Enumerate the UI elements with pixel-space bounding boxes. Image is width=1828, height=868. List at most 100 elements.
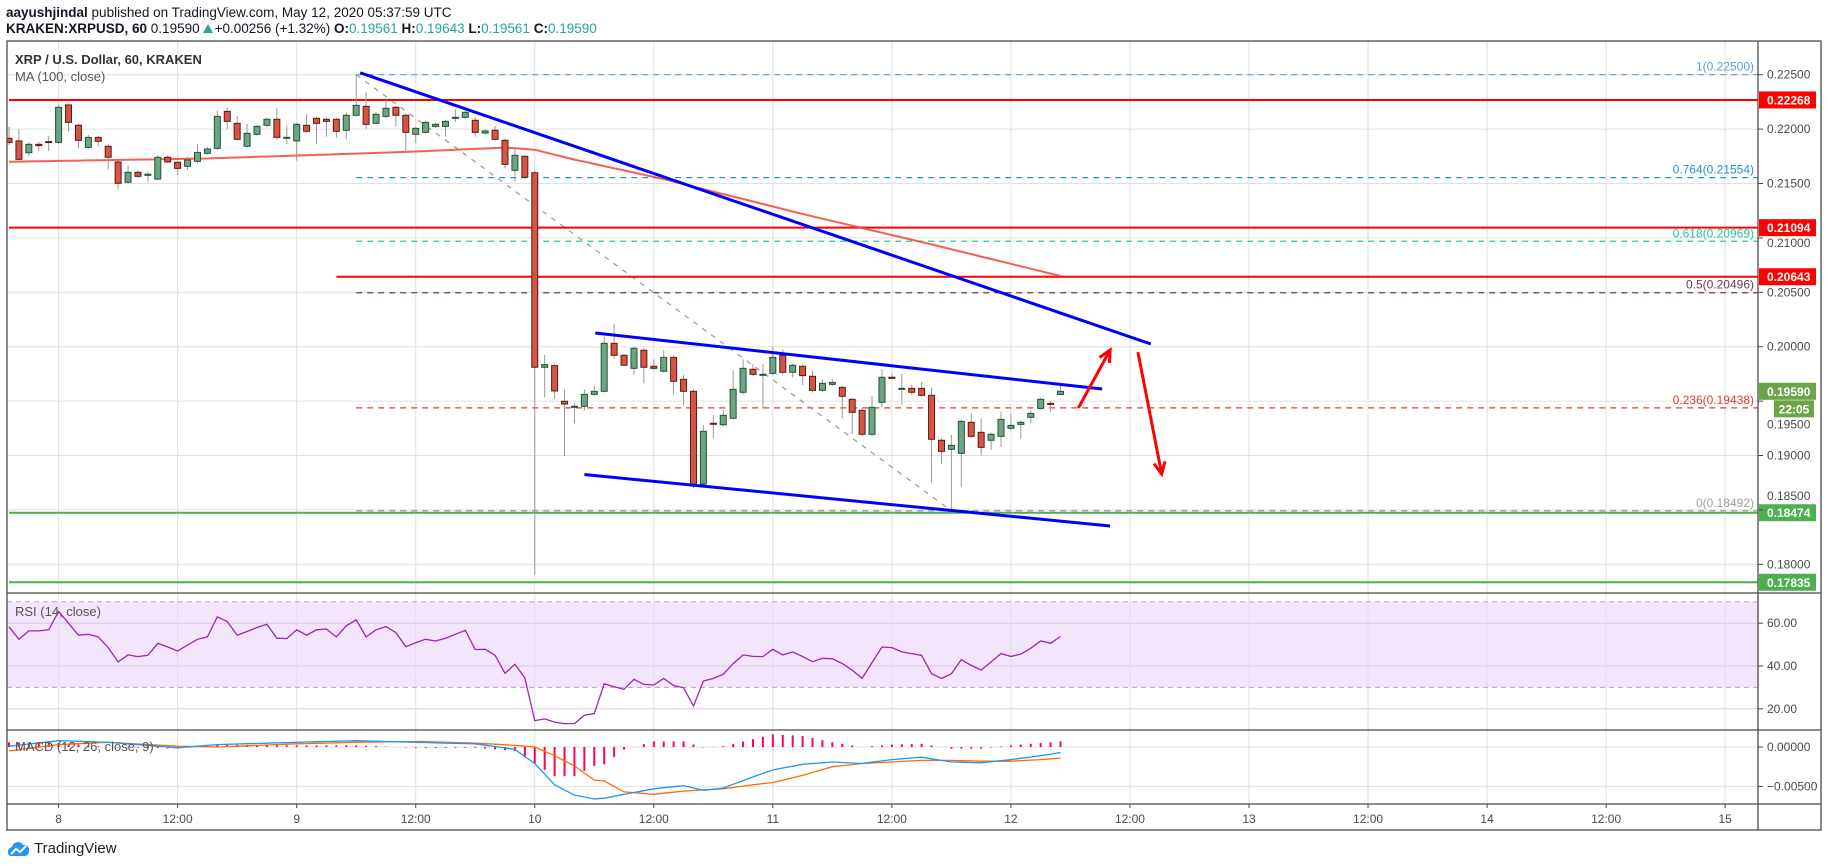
ma-legend[interactable]: MA (100, close) bbox=[15, 69, 106, 84]
major-bearish-trendline[interactable] bbox=[359, 71, 1152, 346]
candle-body bbox=[541, 364, 549, 368]
rsi-legend[interactable]: RSI (14, close) bbox=[15, 604, 101, 619]
candle bbox=[303, 113, 311, 133]
low-label: L: bbox=[468, 21, 482, 36]
candle-body bbox=[967, 421, 975, 437]
candle bbox=[918, 381, 926, 397]
candle-body bbox=[620, 354, 628, 366]
time-axis-label: 12:00 bbox=[877, 812, 907, 826]
candle-body bbox=[45, 141, 53, 144]
countdown-bg bbox=[1774, 400, 1814, 418]
downside-arrow[interactable] bbox=[1136, 351, 1167, 478]
price-axis-label: 0.22500 bbox=[1767, 68, 1811, 82]
candle-body bbox=[868, 406, 876, 435]
price-tag-bg bbox=[1759, 573, 1816, 591]
fib-retracement bbox=[355, 74, 1758, 512]
candle bbox=[818, 379, 826, 392]
symbol-label: KRAKEN:XRPUSD, 60 bbox=[6, 21, 148, 36]
candle bbox=[293, 122, 301, 161]
candle bbox=[263, 117, 271, 127]
candle-body bbox=[65, 104, 73, 123]
candle-body bbox=[481, 130, 489, 134]
candle bbox=[709, 415, 717, 439]
candle bbox=[1057, 385, 1065, 395]
candle-body bbox=[957, 420, 965, 454]
candle bbox=[1027, 410, 1035, 424]
candle bbox=[898, 374, 906, 405]
candle bbox=[551, 364, 559, 399]
price-axis-label: 0.20500 bbox=[1767, 285, 1811, 299]
candle-body bbox=[164, 156, 172, 163]
candle bbox=[531, 170, 539, 576]
countdown-text: 22:05 bbox=[1779, 402, 1810, 416]
candle bbox=[660, 349, 668, 373]
symbol-info: KRAKEN:XRPUSD, 60 0.19590 +0.00256 (+1.32… bbox=[6, 21, 597, 36]
candle bbox=[451, 109, 459, 123]
candle-body bbox=[402, 114, 410, 133]
candle-body bbox=[55, 106, 63, 143]
candles bbox=[7, 74, 1065, 576]
fib-level-label: 1(0.22500) bbox=[1696, 60, 1754, 74]
upside-arrow[interactable] bbox=[1077, 346, 1112, 409]
candle-body bbox=[313, 117, 321, 124]
close-label: C: bbox=[533, 21, 548, 36]
author-name[interactable]: aayushjindal bbox=[6, 5, 88, 20]
candle bbox=[144, 171, 152, 182]
candle-body bbox=[104, 145, 112, 158]
candle bbox=[154, 155, 162, 181]
chart-title-legend[interactable]: XRP / U.S. Dollar, 60, KRAKEN bbox=[15, 52, 202, 67]
candle bbox=[561, 389, 569, 457]
time-axis-label: 12 bbox=[1004, 812, 1018, 826]
rsi-line bbox=[8, 610, 1061, 725]
price-tag-text: 0.17835 bbox=[1767, 576, 1811, 590]
candle bbox=[570, 403, 578, 424]
candle-body bbox=[610, 342, 618, 356]
candle-body bbox=[828, 381, 836, 385]
candle-body bbox=[213, 115, 221, 149]
tradingview-logo[interactable]: TradingView bbox=[8, 840, 117, 857]
fib-level-label: 0(0.18492) bbox=[1696, 496, 1754, 510]
candle-body bbox=[1017, 421, 1025, 425]
price-axis-label: 0.19500 bbox=[1767, 417, 1811, 431]
macd-axis-label: −0.00500 bbox=[1767, 779, 1818, 793]
high-value: 0.19643 bbox=[415, 21, 465, 36]
candle bbox=[193, 144, 201, 163]
candle bbox=[104, 144, 112, 170]
candle bbox=[382, 99, 390, 119]
candle-body bbox=[809, 375, 817, 391]
candle bbox=[25, 142, 33, 156]
candle-body bbox=[322, 118, 330, 122]
candle-body bbox=[382, 107, 390, 117]
channel-lower-trendline[interactable] bbox=[584, 473, 1111, 528]
price-axis-label: 0.22000 bbox=[1767, 122, 1811, 136]
candle bbox=[888, 373, 896, 380]
fib-diagonal-line bbox=[355, 74, 952, 512]
candle bbox=[461, 110, 469, 119]
macd-legend[interactable]: MACD (12, 26, close, 9) bbox=[15, 739, 154, 754]
candle-body bbox=[1047, 402, 1055, 405]
candle bbox=[1017, 420, 1025, 439]
price-axis-label: 0.18000 bbox=[1767, 557, 1811, 571]
candle-body bbox=[779, 354, 787, 373]
candle-body bbox=[570, 405, 578, 408]
time-axis-label: 11 bbox=[767, 812, 780, 826]
channel-upper-trendline[interactable] bbox=[595, 331, 1103, 391]
open-label: O: bbox=[333, 21, 349, 36]
rsi-axis-label: 20.00 bbox=[1767, 702, 1797, 716]
candle bbox=[789, 363, 797, 378]
price-axis-label: 0.21000 bbox=[1767, 236, 1811, 250]
candle-body bbox=[283, 136, 291, 139]
candle-body bbox=[580, 393, 588, 407]
candle-body bbox=[94, 136, 102, 142]
candle-body bbox=[303, 124, 311, 132]
candle-body bbox=[233, 122, 241, 140]
candle-body bbox=[491, 129, 499, 140]
candle bbox=[372, 112, 380, 124]
candle-body bbox=[15, 140, 23, 160]
candle bbox=[640, 347, 648, 384]
open-value: 0.19561 bbox=[348, 21, 398, 36]
arrow-shaft bbox=[1136, 351, 1164, 475]
candle bbox=[610, 323, 618, 359]
candle-body bbox=[7, 137, 13, 143]
